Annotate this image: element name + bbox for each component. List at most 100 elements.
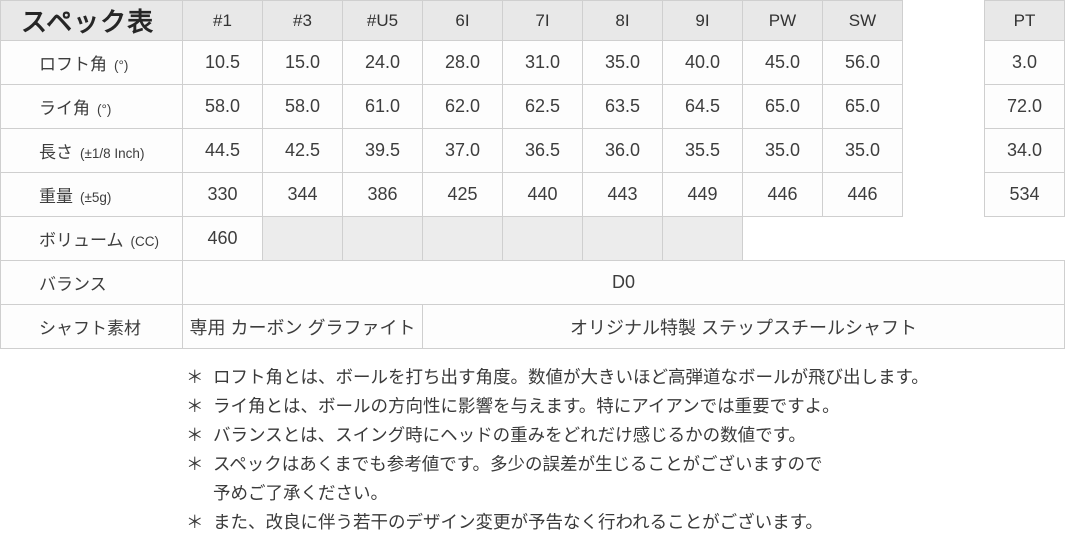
spec-row: ライ角 (°) 58.0 58.0 61.0 62.0 62.5 63.5 64.5 65.0 65…	[0, 84, 1065, 129]
footnote-marker: ＊	[186, 425, 204, 445]
row-label-text: シャフト素材	[39, 319, 141, 338]
spec-value: 443	[582, 172, 663, 217]
col-header-#1: #1	[182, 0, 263, 41]
spacer-column	[902, 128, 985, 173]
row-label: シャフト素材	[0, 304, 183, 349]
shaft-carbon-value: 専用 カーボン グラファイト	[182, 304, 423, 349]
spec-value: 65.0	[822, 84, 903, 129]
spec-value: 58.0	[262, 84, 343, 129]
empty-shaded-cell	[262, 216, 343, 261]
spec-value: 449	[662, 172, 743, 217]
spec-value: 35.5	[662, 128, 743, 173]
spec-value: 446	[822, 172, 903, 217]
empty-shaded-cell	[422, 216, 503, 261]
shaft-row: シャフト素材 専用 カーボン グラファイト オリジナル特製 ステップスチールシャフト	[0, 304, 1065, 349]
empty-shaded-cell	[662, 216, 743, 261]
footnote-marker: ＊	[186, 367, 204, 387]
spec-value: 31.0	[502, 40, 583, 85]
spec-value: 35.0	[742, 128, 823, 173]
spec-value: 58.0	[182, 84, 263, 129]
header-row: スペック表 #1 #3 #U5 6I 7I 8I 9I PW SW PT	[0, 0, 1065, 41]
row-label-unit: (CC)	[130, 234, 160, 249]
volume-row: ボリューム (CC) 460	[0, 216, 1065, 261]
spec-value: 64.5	[662, 84, 743, 129]
col-header-6I: 6I	[422, 0, 503, 41]
footnote-marker: ＊	[186, 454, 204, 474]
spec-value: 425	[422, 172, 503, 217]
col-header-7I: 7I	[502, 0, 583, 41]
spec-value: 460	[182, 216, 263, 261]
row-label: 重量 (±5g)	[0, 172, 183, 217]
col-header-PW: PW	[742, 0, 823, 41]
spec-value: 386	[342, 172, 423, 217]
row-label: 長さ (±1/8 Inch)	[0, 128, 183, 173]
spec-value: 36.0	[582, 128, 663, 173]
col-header-8I: 8I	[582, 0, 663, 41]
spec-value: 36.5	[502, 128, 583, 173]
empty-shaded-cell	[342, 216, 423, 261]
footnote-line: ＊ また、改良に伴う若干のデザイン変更が予告なく行われることがございます。	[186, 508, 1068, 537]
row-label-text: バランス	[39, 275, 107, 294]
table-title: スペック表	[0, 0, 183, 41]
row-label-text: 長さ	[39, 143, 73, 162]
spec-row: 重量 (±5g) 330 344 386 425 440 443 449 446 446 534	[0, 172, 1065, 217]
spec-value: 440	[502, 172, 583, 217]
spec-value: 344	[262, 172, 343, 217]
row-label: バランス	[0, 260, 183, 305]
spec-value: 35.0	[822, 128, 903, 173]
spec-value: 39.5	[342, 128, 423, 173]
row-label-unit: (°)	[114, 58, 129, 73]
footnote-text: ライ角とは、ボールの方向性に影響を与えます。特にアイアンでは重要ですよ。	[213, 396, 840, 416]
spec-value: 37.0	[422, 128, 503, 173]
col-header-PT: PT	[984, 0, 1065, 41]
footnote-text: スペックはあくまでも参考値です。多少の誤差が生じることがございますので	[213, 454, 823, 474]
row-label-text: ライ角	[39, 99, 90, 118]
footnote-line: 予めご了承ください。	[186, 479, 1068, 508]
empty-shaded-cell	[502, 216, 583, 261]
spacer-column	[902, 172, 985, 217]
spec-value: 3.0	[984, 40, 1065, 85]
spec-value: 45.0	[742, 40, 823, 85]
row-label-text: ボリューム	[39, 231, 124, 250]
spec-value: 61.0	[342, 84, 423, 129]
footnote-line: ＊ ロフト角とは、ボールを打ち出す角度。数値が大きいほど高弾道なボールが飛び出しま…	[186, 363, 1068, 392]
row-label-unit: (±5g)	[80, 190, 112, 205]
spec-value: 62.0	[422, 84, 503, 129]
row-label: ライ角 (°)	[0, 84, 183, 129]
footnote-line: ＊ スペックはあくまでも参考値です。多少の誤差が生じることがございますので	[186, 450, 1068, 479]
spec-row: ロフト角 (°) 10.5 15.0 24.0 28.0 31.0 35.0 40.0 45.0 5…	[0, 40, 1065, 85]
spec-value: 65.0	[742, 84, 823, 129]
row-label-unit: (±1/8 Inch)	[80, 146, 145, 161]
col-header-SW: SW	[822, 0, 903, 41]
spec-value: 35.0	[582, 40, 663, 85]
spec-value: 446	[742, 172, 823, 217]
spec-value: 72.0	[984, 84, 1065, 129]
row-label-text: 重量	[39, 187, 73, 206]
spec-value: 63.5	[582, 84, 663, 129]
spec-row: 長さ (±1/8 Inch) 44.5 42.5 39.5 37.0 36.5 36.0 35.…	[0, 128, 1065, 173]
row-label-text: ロフト角	[39, 55, 107, 74]
spec-value: 28.0	[422, 40, 503, 85]
spec-value: 24.0	[342, 40, 423, 85]
footnote-line: ＊ バランスとは、スイング時にヘッドの重みをどれだけ感じるかの数値です。	[186, 421, 1068, 450]
spec-table: スペック表 #1 #3 #U5 6I 7I 8I 9I PW SW PT ロフト角 (°) 10.5 15…	[0, 0, 1065, 349]
balance-row: バランス D0	[0, 260, 1065, 305]
balance-value: D0	[182, 260, 1065, 305]
col-header-#U5: #U5	[342, 0, 423, 41]
col-header-#3: #3	[262, 0, 343, 41]
spec-value: 62.5	[502, 84, 583, 129]
row-label: ボリューム (CC)	[0, 216, 183, 261]
shaft-steel-value: オリジナル特製 ステップスチールシャフト	[422, 304, 1065, 349]
spec-value: 40.0	[662, 40, 743, 85]
spec-table-head: スペック表 #1 #3 #U5 6I 7I 8I 9I PW SW PT	[0, 0, 1065, 41]
footnotes: ＊ ロフト角とは、ボールを打ち出す角度。数値が大きいほど高弾道なボールが飛び出しま…	[186, 363, 1068, 537]
spec-value: 34.0	[984, 128, 1065, 173]
spec-value: 330	[182, 172, 263, 217]
row-label-unit: (°)	[97, 102, 112, 117]
footnote-text: ロフト角とは、ボールを打ち出す角度。数値が大きいほど高弾道なボールが飛び出します…	[213, 367, 929, 387]
spacer-column	[902, 84, 985, 129]
spec-value: 534	[984, 172, 1065, 217]
row-label: ロフト角 (°)	[0, 40, 183, 85]
spacer-column	[902, 40, 985, 85]
spacer-column	[902, 0, 985, 41]
